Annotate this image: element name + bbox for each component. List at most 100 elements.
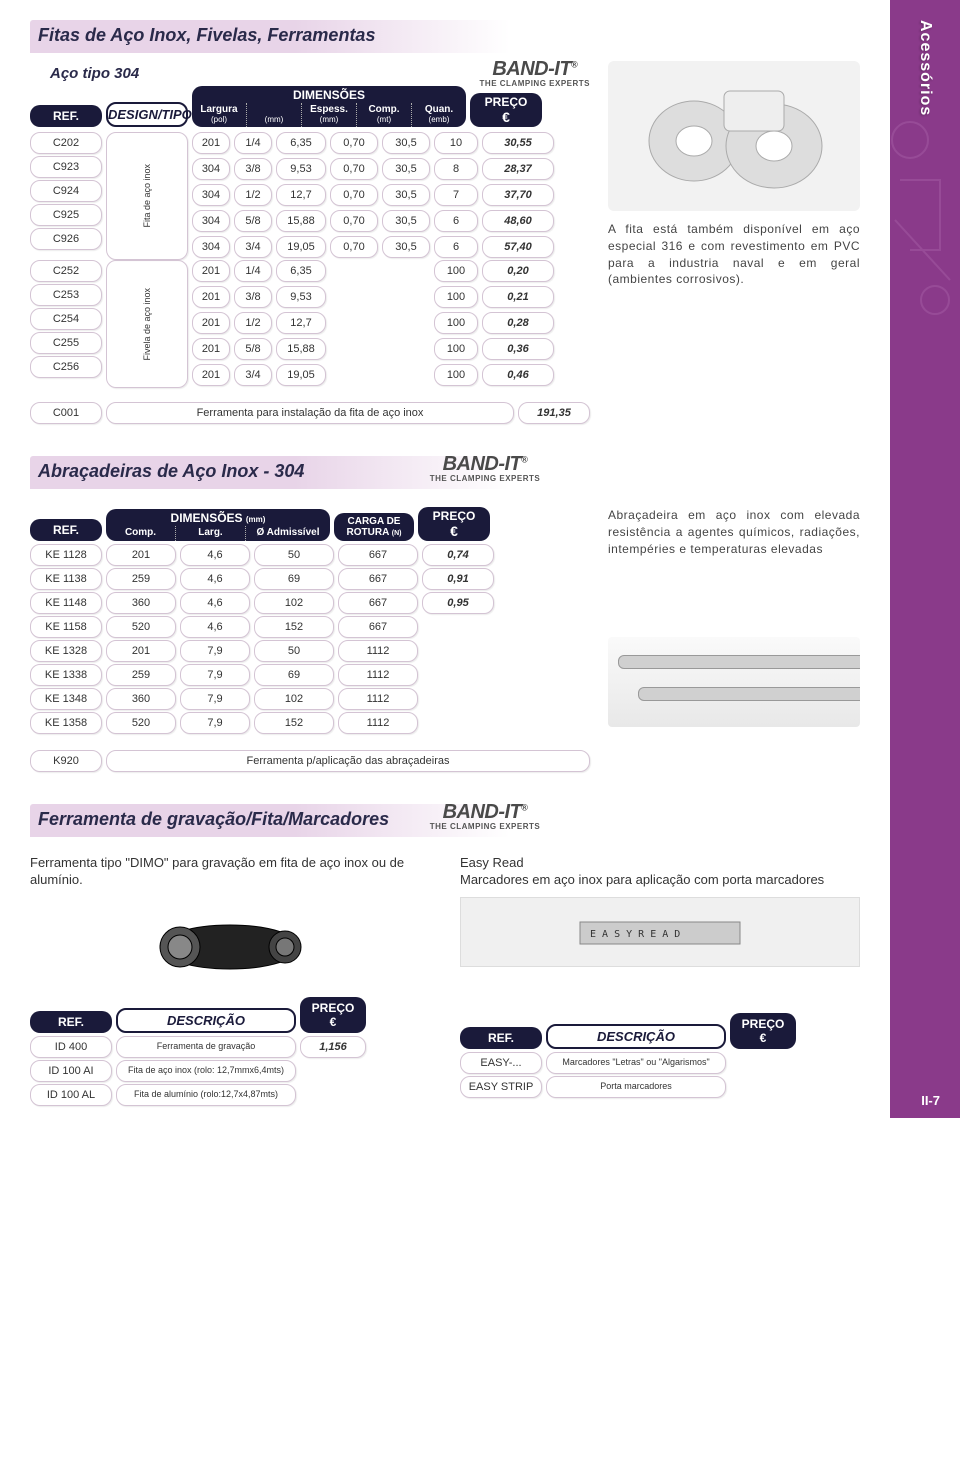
markers-image: E A S Y R E A D: [460, 897, 860, 967]
brand-reg: ®: [571, 59, 577, 69]
cell-ref: C252: [30, 260, 102, 282]
cell-ref: C923: [30, 156, 102, 178]
cell-pol: 1/4: [234, 260, 272, 282]
cell-ref: KE 1328: [30, 640, 102, 662]
table-row: KE 11483604,61026670,95: [30, 592, 590, 614]
table-row: 2013/89,531000,21: [192, 286, 590, 308]
s3l-ref: REF.: [30, 1011, 112, 1033]
cell-carga: 1112: [338, 688, 418, 710]
cell-qty: 100: [434, 260, 478, 282]
group-label: Fita de aço inox: [106, 132, 188, 260]
cell-esp: 0,70: [330, 158, 378, 180]
cell-adm: 102: [254, 592, 334, 614]
cell-qty: 100: [434, 286, 478, 308]
s3-left-header: REF. DESCRIÇÃO PREÇO€: [30, 997, 430, 1033]
s3-right-header: REF. DESCRIÇÃO PREÇO€: [460, 1013, 860, 1049]
cell-pol: 3/8: [234, 286, 272, 308]
hdr-dimensions: DIMENSÕES Largura(pol) (mm) Espess.(mm) …: [192, 86, 466, 127]
cell-mm: 19,05: [276, 364, 326, 386]
cell-larg: 7,9: [180, 688, 250, 710]
cell-ref: C253: [30, 284, 102, 306]
cell-carga: 667: [338, 568, 418, 590]
hdr2-ref: REF.: [30, 519, 102, 541]
cell-desc: Ferramenta de gravação: [116, 1036, 296, 1058]
cell-adm: 102: [254, 688, 334, 710]
s3-left-text: Ferramenta tipo "DIMO" para gravação em …: [30, 855, 430, 889]
footer-desc: Ferramenta para instalação da fita de aç…: [106, 402, 514, 424]
table-row: KE 13585207,91521112: [30, 712, 590, 734]
cell-larg: 7,9: [180, 664, 250, 686]
table-row: 3045/815,880,7030,5648,60: [192, 210, 590, 232]
cell-comp: 30,5: [382, 210, 430, 232]
cell-pol: 5/8: [234, 338, 272, 360]
cell-desc: Fita de alumínio (rolo:12,7x4,87mts): [116, 1084, 296, 1106]
cell-ref: C255: [30, 332, 102, 354]
cell-ref: C926: [30, 228, 102, 250]
cell-comp: 30,5: [382, 236, 430, 258]
cell-pol: 3/8: [234, 158, 272, 180]
cell-price: 30,55: [482, 132, 554, 154]
cell-price: 28,37: [482, 158, 554, 180]
brand-name: BAND-IT: [492, 58, 571, 80]
cell-ref: EASY-...: [460, 1052, 542, 1074]
cell-pol: 5/8: [234, 210, 272, 232]
cell-price: 0,95: [422, 592, 494, 614]
cell-ref: KE 1358: [30, 712, 102, 734]
cell-tipo: 201: [192, 364, 230, 386]
table-row: ID 100 AIFita de aço inox (rolo: 12,7mmx…: [30, 1060, 430, 1082]
cell-ref: C254: [30, 308, 102, 330]
cell-esp: 0,70: [330, 236, 378, 258]
cell-adm: 50: [254, 544, 334, 566]
table1-header: REF. DESIGN/TIPO DIMENSÕES Largura(pol) …: [30, 86, 590, 127]
cell-larg: 4,6: [180, 592, 250, 614]
cell-carga: 667: [338, 616, 418, 638]
cell-comp: 30,5: [382, 132, 430, 154]
cell-tipo: 304: [192, 210, 230, 232]
cell-ref: ID 400: [30, 1036, 112, 1058]
cell-pol: 1/4: [234, 132, 272, 154]
table2-footer-row: K920 Ferramenta p/aplicação das abraçade…: [30, 750, 590, 772]
cell-desc: Porta marcadores: [546, 1076, 726, 1098]
cell-price: 0,46: [482, 364, 554, 386]
cell-ref: KE 1128: [30, 544, 102, 566]
cell-qty: 6: [434, 210, 478, 232]
cell-comp: 30,5: [382, 158, 430, 180]
cell-pol: 3/4: [234, 364, 272, 386]
hdr-ref: REF.: [30, 105, 102, 127]
s3l-preco: PREÇO€: [300, 997, 366, 1033]
cell-comp: 360: [106, 592, 176, 614]
hdr-design: DESIGN/TIPO: [106, 102, 188, 127]
cell-price: 0,91: [422, 568, 494, 590]
cell-qty: 100: [434, 338, 478, 360]
hdr2-dim: DIMENSÕES (mm) Comp. Larg. Ø Admissível: [106, 509, 330, 541]
cell-adm: 50: [254, 640, 334, 662]
hdr-preco: PREÇO€: [470, 93, 542, 127]
table-row: KE 13483607,91021112: [30, 688, 590, 710]
cell-qty: 100: [434, 364, 478, 386]
cell-comp: 259: [106, 568, 176, 590]
cell-esp: 0,70: [330, 184, 378, 206]
cell-pol: 1/2: [234, 312, 272, 334]
cell-tipo: 304: [192, 184, 230, 206]
cell-comp: 360: [106, 688, 176, 710]
cell-ref: KE 1138: [30, 568, 102, 590]
cell-ref: C925: [30, 204, 102, 226]
hdr2-carga: CARGA DE ROTURA (N): [334, 513, 414, 541]
cell-mm: 15,88: [276, 210, 326, 232]
s3l-desc: DESCRIÇÃO: [116, 1008, 296, 1033]
cell-carga: 667: [338, 592, 418, 614]
cell-mm: 9,53: [276, 286, 326, 308]
cell-larg: 4,6: [180, 616, 250, 638]
cell-adm: 152: [254, 712, 334, 734]
cell-mm: 6,35: [276, 260, 326, 282]
table-row: KE 11282014,6506670,74: [30, 544, 590, 566]
cell-pol: 1/2: [234, 184, 272, 206]
cell-comp: 201: [106, 640, 176, 662]
cell-comp: 520: [106, 712, 176, 734]
brand-logo-1: BAND-IT® THE CLAMPING EXPERTS: [480, 58, 590, 88]
table-row: 2011/46,351000,20: [192, 260, 590, 282]
table-row: 2013/419,05 1000,46: [192, 364, 590, 386]
section2-side-text: Abraçadeira em aço inox com elevada resi…: [608, 507, 860, 557]
cell-qty: 100: [434, 312, 478, 334]
cell-ref: KE 1158: [30, 616, 102, 638]
